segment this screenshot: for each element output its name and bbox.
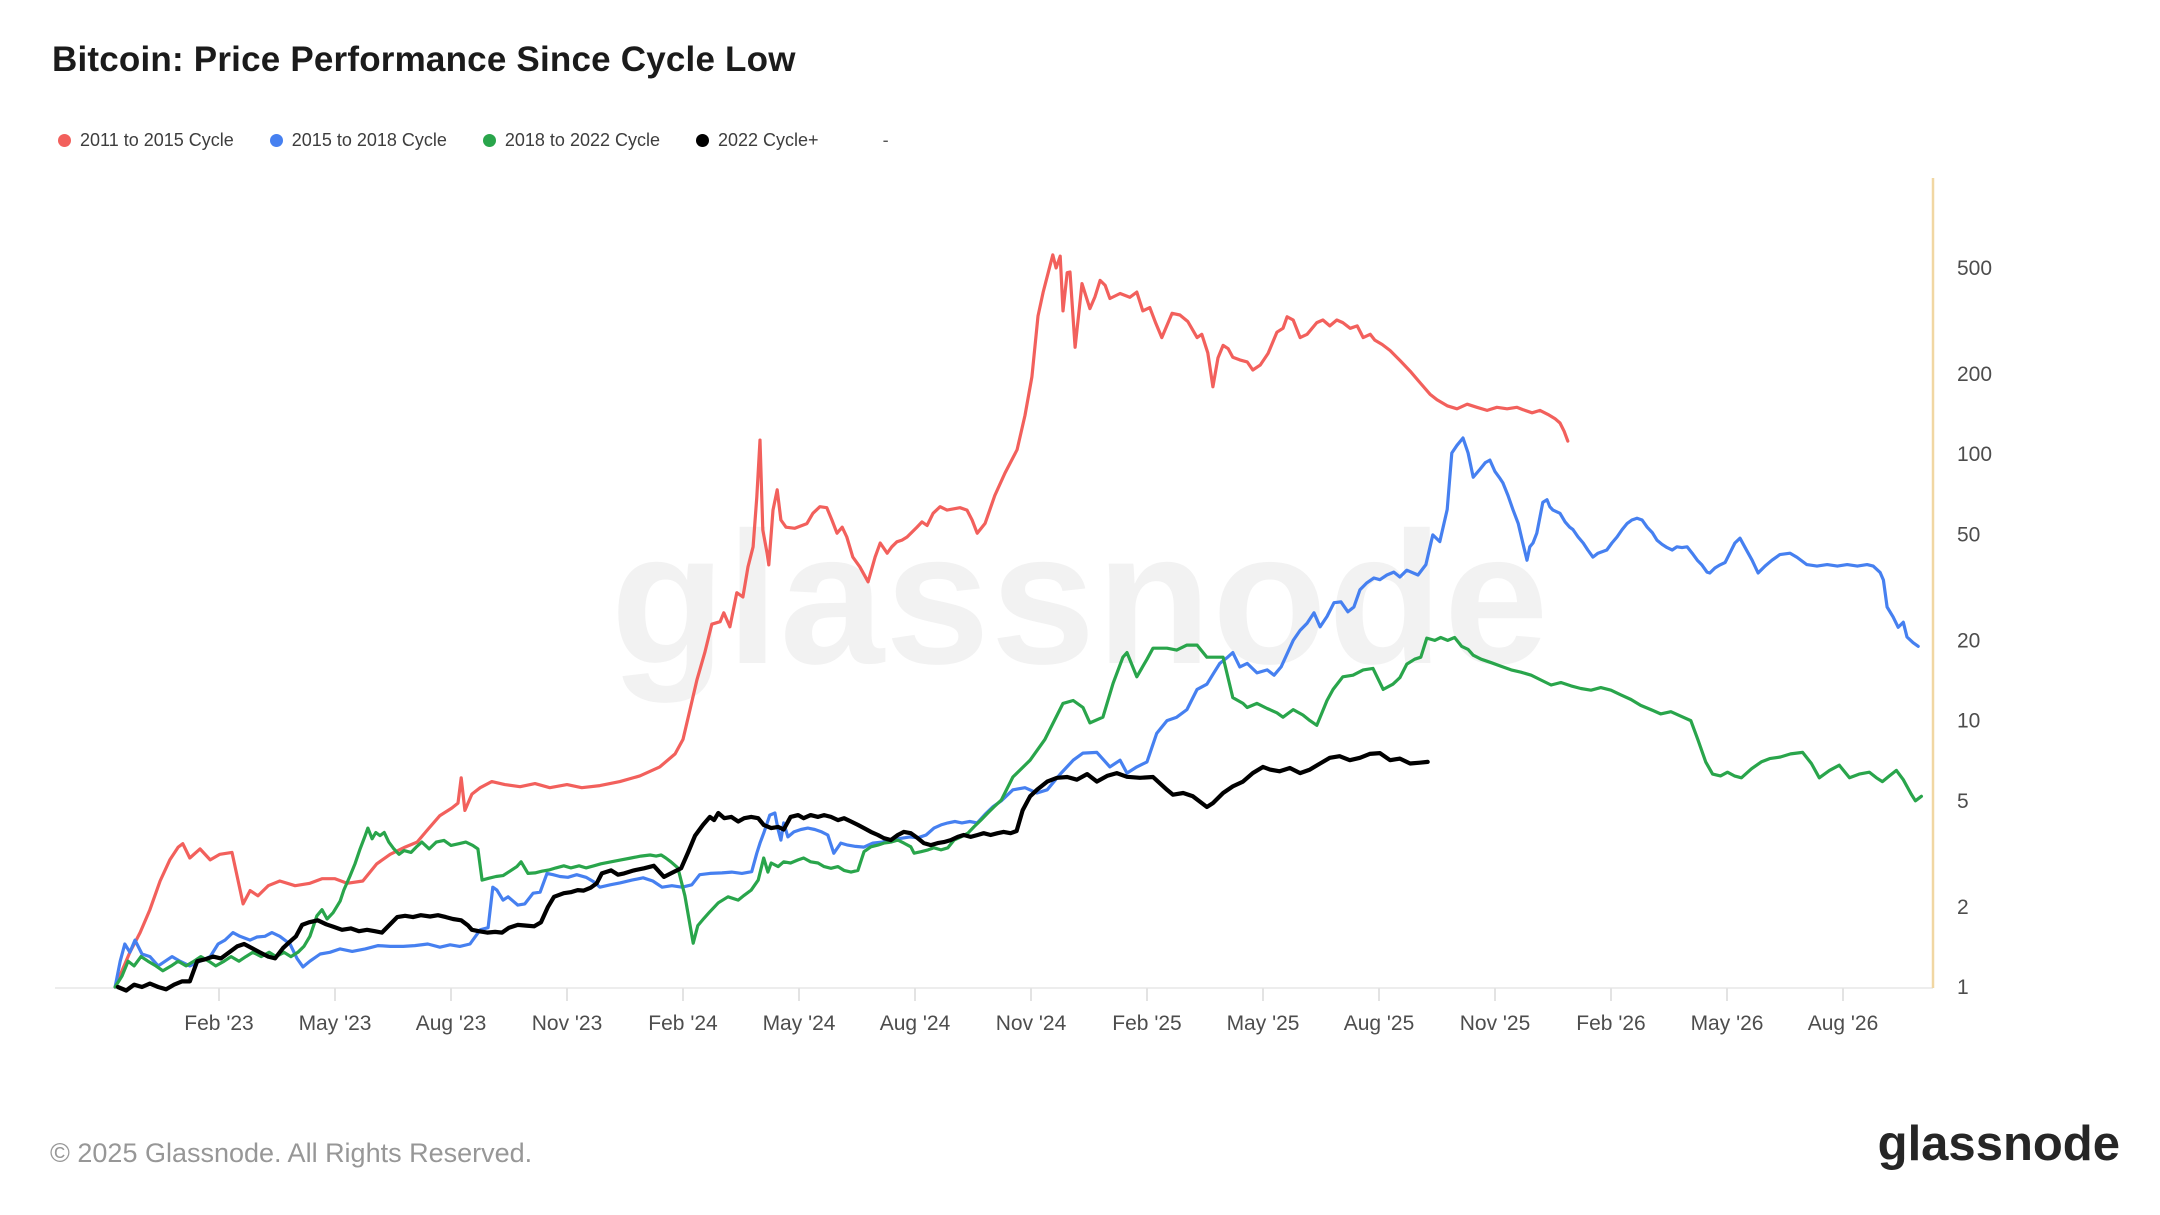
legend-dot-2022-cycle <box>696 134 709 147</box>
page-title: Bitcoin: Price Performance Since Cycle L… <box>52 40 796 79</box>
y-axis-tick-label: 20 <box>1957 629 1980 652</box>
glassnode-watermark: glassnode <box>610 493 1550 703</box>
legend-item-2018-to-2022-cycle[interactable]: 2018 to 2022 Cycle <box>482 130 660 151</box>
x-axis-tick-label: Nov '24 <box>996 1012 1067 1035</box>
y-axis-tick-label: 2 <box>1957 896 1969 919</box>
legend-label: 2011 to 2015 Cycle <box>80 130 234 150</box>
legend-label: 2018 to 2022 Cycle <box>504 130 660 150</box>
x-axis-tick-label: May '25 <box>1227 1012 1300 1035</box>
legend-item-2022-cycle[interactable]: 2022 Cycle+ <box>696 130 819 151</box>
y-axis-tick-label: 10 <box>1957 710 1980 733</box>
x-axis-tick-label: Aug '25 <box>1344 1012 1415 1035</box>
series-line-2015-to-2018-cycle <box>113 436 1920 989</box>
glassnode-logo: glassnode <box>1877 1117 2120 1171</box>
y-axis-tick-label: 5 <box>1957 790 1969 813</box>
legend-label: - <box>882 130 889 150</box>
legend: 2011 to 2015 Cycle 2015 to 2018 Cycle 2018… <box>58 130 889 151</box>
x-axis-tick-label: Aug '24 <box>880 1012 951 1035</box>
copyright-text: © 2025 Glassnode. All Rights Reserved. <box>50 1138 533 1168</box>
x-axis-tick-label: Nov '25 <box>1460 1012 1531 1035</box>
y-axis-tick-label: 100 <box>1957 443 1992 466</box>
x-axis-tick-label: May '23 <box>299 1012 372 1035</box>
x-axis-tick-label: Feb '25 <box>1112 1012 1181 1035</box>
y-axis-tick-label: 1 <box>1957 976 1969 999</box>
legend-item-2011-to-2015-cycle[interactable]: 2011 to 2015 Cycle <box>58 130 234 151</box>
legend-label: 2015 to 2018 Cycle <box>291 130 447 150</box>
x-axis-tick-label: Nov '23 <box>532 1012 603 1035</box>
x-axis-tick-label: May '24 <box>763 1012 836 1035</box>
y-axis-tick-label: 200 <box>1957 363 1992 386</box>
legend-item-dash[interactable]: - <box>883 130 889 151</box>
legend-item-2015-to-2018-cycle[interactable]: 2015 to 2018 Cycle <box>269 130 447 151</box>
legend-label: 2022 Cycle+ <box>718 130 819 150</box>
x-axis-tick-label: Feb '23 <box>184 1012 253 1035</box>
x-axis-tick-label: May '26 <box>1691 1012 1764 1035</box>
y-axis-tick-label: 50 <box>1957 523 1980 546</box>
series-line-2011-to-2015-cycle <box>113 253 1570 989</box>
legend-dot-2015-to-2018-cycle <box>269 134 283 147</box>
x-axis-tick-label: Feb '24 <box>648 1012 718 1035</box>
x-axis-tick-label: Feb '26 <box>1576 1012 1645 1035</box>
y-axis-tick-label: 500 <box>1957 257 1992 280</box>
series-line-2022-cycle <box>115 750 1430 993</box>
legend-dot-2018-to-2022-cycle <box>482 134 496 147</box>
x-axis-tick-label: Aug '23 <box>416 1012 487 1035</box>
x-axis-tick-label: Aug '26 <box>1808 1012 1879 1035</box>
series-line-2018-to-2022-cycle <box>113 635 1924 989</box>
legend-dot-2011-to-2015-cycle <box>58 134 71 147</box>
